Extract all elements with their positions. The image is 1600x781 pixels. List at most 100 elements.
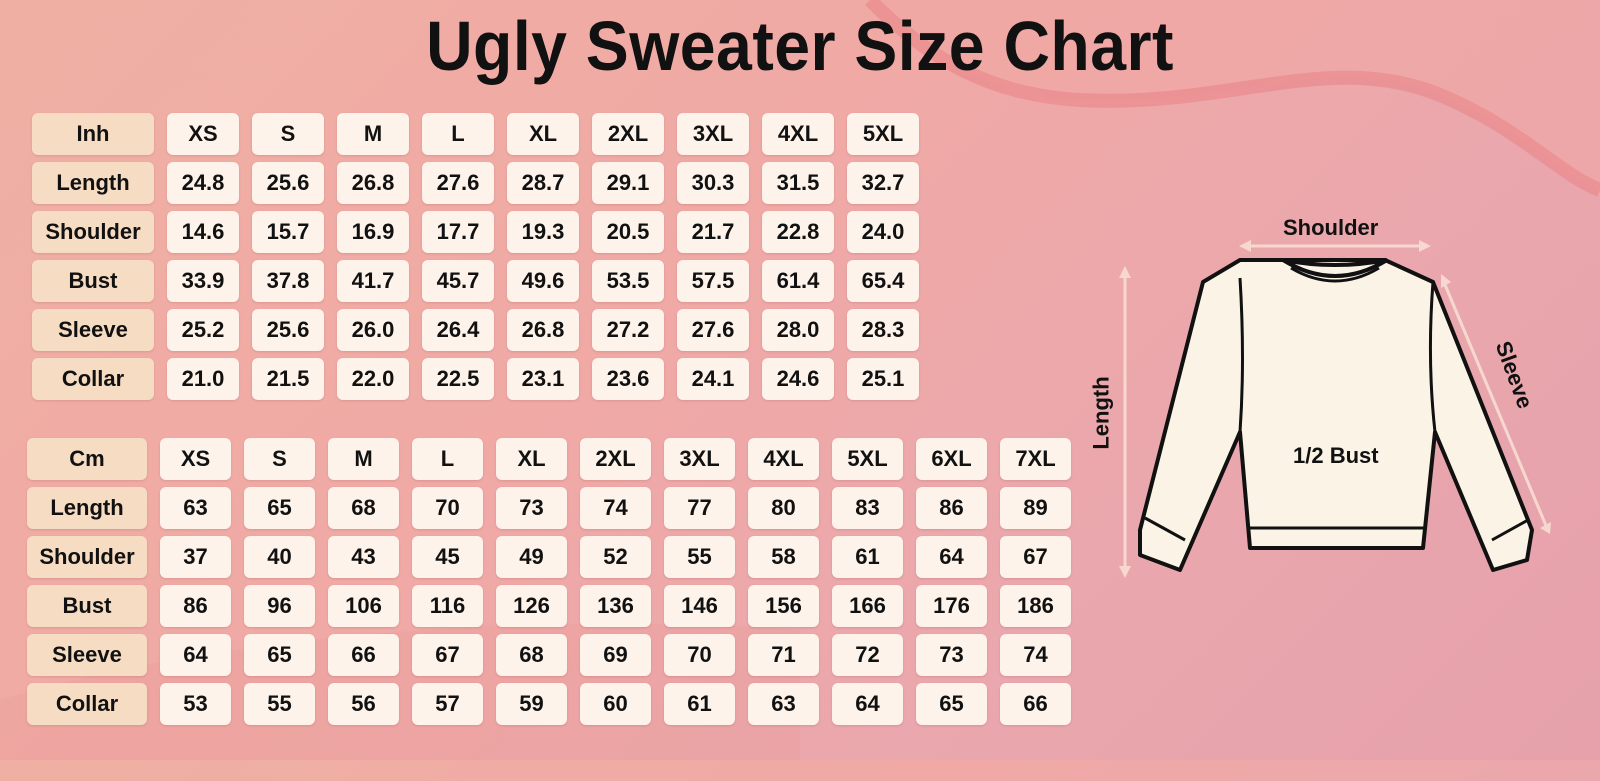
- table-cell: 72: [832, 634, 903, 676]
- table-cell: 28.3: [847, 309, 919, 351]
- table-cell: 73: [916, 634, 987, 676]
- table-cell: 16.9: [337, 211, 409, 253]
- size-header: 3XL: [677, 113, 749, 155]
- size-header: S: [252, 113, 324, 155]
- table-cell: 61: [832, 536, 903, 578]
- table-cell: 29.1: [592, 162, 664, 204]
- table-cell: 64: [916, 536, 987, 578]
- sweater-illustration: [1119, 240, 1551, 578]
- row-label: Collar: [32, 358, 154, 400]
- table-cell: 25.2: [167, 309, 239, 351]
- size-header: 2XL: [592, 113, 664, 155]
- table-cell: 26.0: [337, 309, 409, 351]
- row-label: Shoulder: [27, 536, 147, 578]
- table-cell: 21.7: [677, 211, 749, 253]
- table-cell: 77: [664, 487, 735, 529]
- table-cell: 24.6: [762, 358, 834, 400]
- table-cell: 53: [160, 683, 231, 725]
- table-cell: 83: [832, 487, 903, 529]
- table-cell: 45.7: [422, 260, 494, 302]
- table-cell: 23.6: [592, 358, 664, 400]
- table-cell: 65.4: [847, 260, 919, 302]
- table-cell: 67: [412, 634, 483, 676]
- size-header: 2XL: [580, 438, 651, 480]
- table-cell: 60: [580, 683, 651, 725]
- inch-size-table: Inh XS S M L XL 2XL 3XL 4XL 5XL Length 2…: [32, 113, 932, 407]
- size-header: L: [412, 438, 483, 480]
- table-cell: 40: [244, 536, 315, 578]
- table-cell: 37.8: [252, 260, 324, 302]
- size-header: 3XL: [664, 438, 735, 480]
- table-cell: 96: [244, 585, 315, 627]
- row-label: Collar: [27, 683, 147, 725]
- table-cell: 55: [244, 683, 315, 725]
- table-cell: 80: [748, 487, 819, 529]
- table-cell: 23.1: [507, 358, 579, 400]
- table-row: Length 63 65 68 70 73 74 77 80 83 86 89: [27, 487, 1084, 529]
- table-cell: 25.6: [252, 162, 324, 204]
- size-header: 5XL: [832, 438, 903, 480]
- size-header: 4XL: [762, 113, 834, 155]
- table-cell: 106: [328, 585, 399, 627]
- table-cell: 49.6: [507, 260, 579, 302]
- table-cell: 21.5: [252, 358, 324, 400]
- table-cell: 27.2: [592, 309, 664, 351]
- table-cell: 61: [664, 683, 735, 725]
- table-cell: 43: [328, 536, 399, 578]
- table-cell: 64: [160, 634, 231, 676]
- table-cell: 86: [160, 585, 231, 627]
- table-cell: 63: [748, 683, 819, 725]
- table-row: Collar: [27, 732, 1084, 774]
- table-cell: 56: [328, 683, 399, 725]
- table-cell: 89: [1000, 487, 1071, 529]
- size-header: 7XL: [1000, 438, 1071, 480]
- table-cell: 57.5: [677, 260, 749, 302]
- table-cell: 74: [1000, 634, 1071, 676]
- table-cell: 186: [1000, 585, 1071, 627]
- table-cell: 66: [1000, 683, 1071, 725]
- table-cell: 45: [412, 536, 483, 578]
- table-cell: 146: [664, 585, 735, 627]
- table-cell: 37: [160, 536, 231, 578]
- size-header: M: [328, 438, 399, 480]
- table-row: Bust 33.9 37.8 41.7 45.7 49.6 53.5 57.5 …: [32, 260, 932, 302]
- table-cell: 63: [160, 487, 231, 529]
- table-cell: 26.8: [507, 309, 579, 351]
- table-cell: 19.3: [507, 211, 579, 253]
- table-cell: 136: [580, 585, 651, 627]
- table-cell: 28.0: [762, 309, 834, 351]
- row-label: Length: [32, 162, 154, 204]
- table-row: Sleeve 64 65 66 67 68 69 70 71 72 73 74: [27, 634, 1084, 676]
- bust-label: 1/2 Bust: [1293, 443, 1379, 468]
- length-label: Length: [1088, 376, 1114, 450]
- table-cell: 73: [496, 487, 567, 529]
- table-cell: 31.5: [762, 162, 834, 204]
- table-cell: 166: [832, 585, 903, 627]
- shoulder-label: Shoulder: [1283, 215, 1379, 240]
- table-cell: 24.8: [167, 162, 239, 204]
- table-cell: 70: [412, 487, 483, 529]
- table-cell: 68: [328, 487, 399, 529]
- row-label: Sleeve: [27, 634, 147, 676]
- size-header: XS: [160, 438, 231, 480]
- table-cell: 68: [496, 634, 567, 676]
- table-row: Bust 86 96 106 116 126 136 146 156 166 1…: [27, 585, 1084, 627]
- table-cell: 86: [916, 487, 987, 529]
- size-header: XL: [507, 113, 579, 155]
- table-cell: 20.5: [592, 211, 664, 253]
- table-cell: 64: [832, 683, 903, 725]
- table-cell: 66: [328, 634, 399, 676]
- sweater-measurement-diagram: Shoulder 1/2 Bust Length Sleeve: [1089, 210, 1555, 610]
- table-cell: 24.1: [677, 358, 749, 400]
- table-cell: 116: [412, 585, 483, 627]
- table-cell: 25.1: [847, 358, 919, 400]
- table-cell: 26.4: [422, 309, 494, 351]
- table-cell: 70: [664, 634, 735, 676]
- table-row: Sleeve 25.2 25.6 26.0 26.4 26.8 27.2 27.…: [32, 309, 932, 351]
- table-cell: 30.3: [677, 162, 749, 204]
- cm-size-table: Cm XS S M L XL 2XL 3XL 4XL 5XL 6XL 7XL L…: [27, 438, 1084, 781]
- table-cell: 14.6: [167, 211, 239, 253]
- table-cell: 41.7: [337, 260, 409, 302]
- table-cell: 65: [916, 683, 987, 725]
- table-cell: 69: [580, 634, 651, 676]
